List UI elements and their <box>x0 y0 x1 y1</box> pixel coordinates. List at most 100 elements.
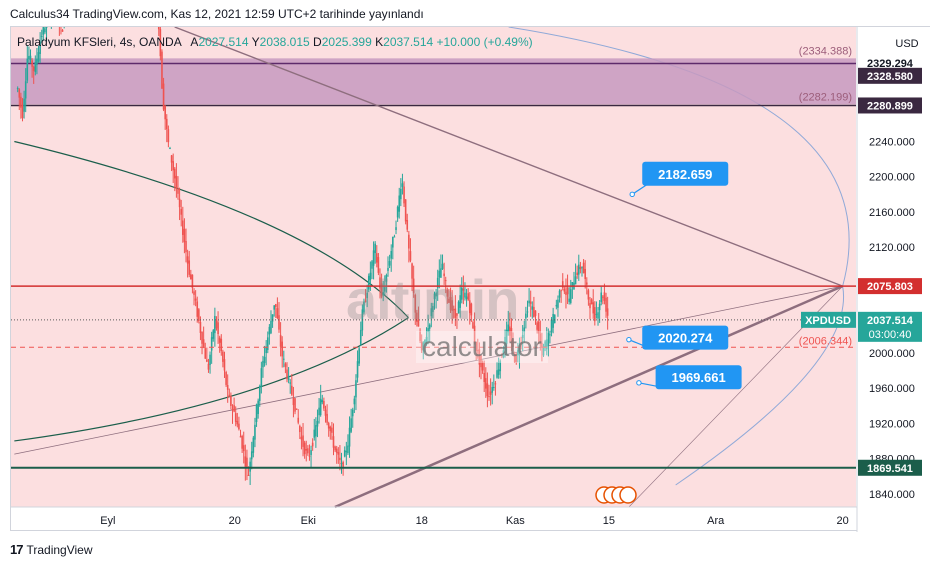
candle-body <box>494 383 497 385</box>
chart-panel[interactable]: (2334.388) (2282.199) (2006.344) 2182.659… <box>10 26 931 532</box>
candle-body <box>18 89 21 98</box>
price-tag-red-level-bg <box>858 278 922 295</box>
tradingview-logo-icon: 17 <box>10 542 24 557</box>
candle-body <box>606 308 609 316</box>
candle-body <box>180 208 183 215</box>
y-tick-label: 1960.000 <box>869 383 915 395</box>
candle-body <box>186 256 189 264</box>
candle-body <box>300 436 303 440</box>
candle-body <box>226 384 229 390</box>
candle-body <box>23 98 25 112</box>
candle-body <box>603 292 606 301</box>
candle-body <box>457 301 460 314</box>
candle-body <box>489 391 492 395</box>
candle-body <box>32 66 35 71</box>
legend-change: +10.000 (+0.49%) <box>436 35 533 49</box>
candle-body <box>512 339 514 347</box>
candle-body <box>448 298 450 303</box>
candle-body <box>339 457 341 461</box>
candle-body <box>278 315 280 330</box>
events-layer <box>595 486 637 504</box>
candle-body <box>563 288 566 292</box>
candle-body <box>249 461 251 472</box>
candle-body <box>188 260 191 275</box>
candle-body <box>440 268 442 278</box>
candle-body <box>217 322 219 334</box>
candle-body <box>467 293 469 300</box>
candle-body <box>323 401 325 409</box>
candle-body <box>335 448 338 453</box>
candle-body <box>244 456 247 467</box>
candle-body <box>393 236 396 238</box>
candle-body <box>518 348 521 356</box>
candle-body <box>534 310 537 316</box>
candle-body <box>303 442 306 455</box>
candle-body <box>218 337 221 343</box>
candle-body <box>223 359 226 371</box>
candle-body <box>20 96 22 108</box>
candle-body <box>307 448 309 454</box>
legend-high-label: Y <box>251 35 260 49</box>
candle-body <box>287 375 290 380</box>
candle-body <box>486 383 489 397</box>
candle-body <box>566 287 569 295</box>
zone-bottom-label: (2282.199) <box>799 91 852 103</box>
candle-body <box>417 320 420 327</box>
candle-body <box>199 322 202 333</box>
candle-body <box>250 451 253 460</box>
candle-body <box>565 291 567 295</box>
candle-body <box>212 330 215 339</box>
candle-body <box>605 297 607 312</box>
candle-body <box>451 300 453 311</box>
arc-right-lower <box>675 286 845 486</box>
candle-body <box>305 448 308 451</box>
candle-body <box>266 337 269 350</box>
candle-body <box>549 334 551 336</box>
tradingview-footer[interactable]: 17 TradingView <box>10 542 93 557</box>
candle-body <box>529 301 532 304</box>
candle-body <box>385 274 388 282</box>
candle-body <box>210 337 213 351</box>
candle-body <box>521 334 524 339</box>
candle-body <box>444 280 447 282</box>
current-price-tag-bg <box>858 311 922 342</box>
candle-body <box>234 413 237 422</box>
candle-body <box>584 269 586 280</box>
candle-body <box>403 186 405 204</box>
price-chart[interactable]: (2334.388) (2282.199) (2006.344) 2182.659… <box>11 27 931 532</box>
symbol-legend[interactable]: Paladyum KFSleri, 4s, OANDA A2027.514 Y2… <box>17 35 533 49</box>
candle-body <box>576 272 578 276</box>
candle-body <box>481 362 484 371</box>
candle-body <box>295 408 298 410</box>
candle-body <box>520 343 522 345</box>
candle-body <box>592 302 595 314</box>
candle-body <box>454 308 457 318</box>
candle-body <box>473 325 476 343</box>
candle-body <box>392 236 394 248</box>
candle-body <box>449 297 452 311</box>
candle-body <box>411 263 413 279</box>
candle-body <box>247 474 250 476</box>
candle-body <box>204 348 207 359</box>
candle-body <box>350 418 352 432</box>
candle-body <box>182 220 184 235</box>
candle-body <box>372 250 375 266</box>
candle-body <box>541 343 543 348</box>
candle-body <box>196 301 199 317</box>
y-tick-label: 2120.000 <box>869 242 915 254</box>
candle-body <box>258 386 261 402</box>
candle-body <box>319 398 322 416</box>
callouts-layer: 2182.659 2020.274 1969.661 <box>626 161 742 390</box>
candle-body <box>582 262 585 274</box>
candle-body <box>594 307 596 322</box>
candle-body <box>525 313 527 319</box>
callout-1969-box <box>655 365 742 390</box>
candle-body <box>159 29 162 57</box>
candle-body <box>284 363 287 367</box>
candle-body <box>183 228 186 243</box>
candle-body <box>359 329 362 346</box>
candle-body <box>238 423 240 430</box>
arc-left <box>14 140 409 319</box>
candle-body <box>369 272 372 281</box>
candle-body <box>61 30 64 32</box>
